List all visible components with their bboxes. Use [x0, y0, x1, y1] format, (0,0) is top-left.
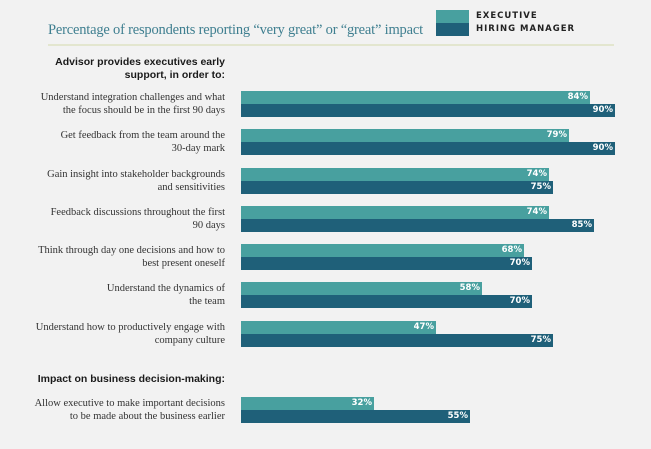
bar-value-label: 74% [526, 207, 547, 217]
category-label-line: best present oneself [142, 258, 225, 269]
category-label-line: Think through day one decisions and how … [38, 245, 225, 256]
category-label-line: the focus should be in the first 90 days [62, 105, 225, 116]
bar-executive: 47% [241, 321, 436, 334]
bar-value-label: 79% [546, 130, 567, 140]
legend-swatch-hiring-manager [436, 23, 469, 36]
category-label: Gain insight into stakeholder background… [5, 168, 225, 194]
category-label-line: Understand the dynamics of [106, 283, 225, 294]
category-label-line: Get feedback from the team around the [60, 130, 225, 141]
category-label: Get feedback from the team around the 30-… [5, 129, 225, 155]
category-label: Understand integration challenges and wh… [5, 91, 225, 117]
category-label: Understand how to productively engage wi… [5, 321, 225, 347]
bar-hiring-manager: 90% [241, 104, 615, 117]
category-label-line: Understand how to productively engage wi… [35, 322, 225, 333]
category-label-line: the team [189, 296, 225, 307]
category-label-line: Gain insight into stakeholder background… [47, 169, 225, 180]
bar-hiring-manager: 75% [241, 334, 553, 347]
bar-value-label: 74% [526, 169, 547, 179]
bar-value-label: 70% [509, 296, 530, 306]
section-heading: Advisor provides executives early support… [5, 56, 225, 82]
category-label-line: 90 days [192, 220, 225, 231]
category-label-line: Feedback discussions throughout the firs… [50, 207, 225, 218]
bar-value-label: 58% [459, 283, 480, 293]
bar-executive: 79% [241, 129, 569, 142]
category-label: Understand the dynamics of the team [5, 282, 225, 308]
bar-executive: 58% [241, 282, 482, 295]
bar-value-label: 90% [592, 105, 613, 115]
bar-hiring-manager: 70% [241, 257, 532, 270]
category-label-line: Understand integration challenges and wh… [40, 92, 225, 103]
bar-hiring-manager: 55% [241, 410, 470, 423]
bar-value-label: 84% [567, 92, 588, 102]
bar-executive: 74% [241, 206, 549, 219]
bar-executive: 74% [241, 168, 549, 181]
category-label-line: company culture [154, 335, 225, 346]
section-heading-line: Impact on business decision-making: [37, 373, 225, 385]
title-divider [48, 44, 614, 46]
category-label-line: Allow executive to make important decisi… [34, 398, 225, 409]
bar-hiring-manager: 70% [241, 295, 532, 308]
bar-value-label: 70% [509, 258, 530, 268]
bar-value-label: 47% [413, 322, 434, 332]
bar-hiring-manager: 90% [241, 142, 615, 155]
section-heading-line: Advisor provides executives early [55, 56, 225, 68]
bar-value-label: 85% [571, 220, 592, 230]
category-label-line: and sensitivities [157, 182, 225, 193]
section-heading: Impact on business decision-making: [5, 373, 225, 386]
category-label: Think through day one decisions and how … [5, 244, 225, 270]
bar-value-label: 32% [351, 398, 372, 408]
bar-executive: 84% [241, 91, 590, 104]
bar-value-label: 55% [447, 411, 468, 421]
bar-executive: 68% [241, 244, 524, 257]
category-label-line: to be made about the business earlier [69, 411, 225, 422]
section-heading-line: support, in order to: [124, 69, 225, 81]
category-label-line: 30-day mark [171, 143, 225, 154]
bar-hiring-manager: 75% [241, 181, 553, 194]
legend-label-executive: EXECUTIVE [476, 11, 538, 21]
bar-value-label: 75% [530, 182, 551, 192]
bar-value-label: 68% [501, 245, 522, 255]
bar-hiring-manager: 85% [241, 219, 594, 232]
category-label: Feedback discussions throughout the firs… [5, 206, 225, 232]
legend-label-hiring-manager: HIRING MANAGER [476, 24, 576, 34]
chart-title: Percentage of respondents reporting “ver… [48, 22, 423, 38]
bar-executive: 32% [241, 397, 374, 410]
bar-value-label: 75% [530, 335, 551, 345]
bar-value-label: 90% [592, 143, 613, 153]
category-label: Allow executive to make important decisi… [5, 397, 225, 423]
legend-swatch-executive [436, 10, 469, 23]
